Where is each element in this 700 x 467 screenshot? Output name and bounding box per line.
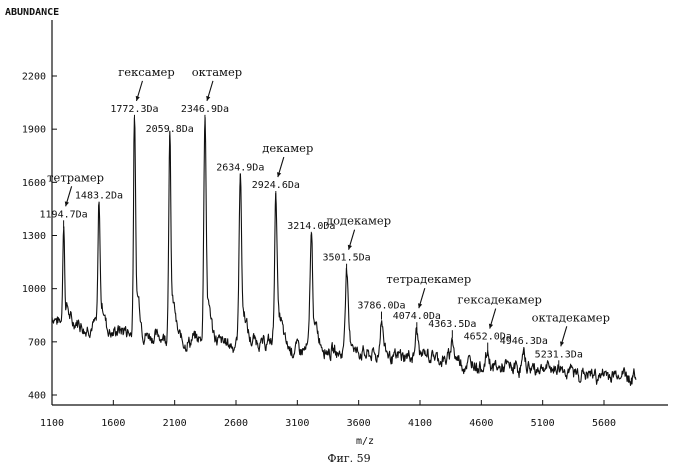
x-tick-label: 1600 bbox=[101, 418, 125, 429]
peak-label: 4946.3Da bbox=[500, 336, 548, 347]
x-tick-label: 2600 bbox=[224, 418, 248, 429]
x-tick-label: 3100 bbox=[285, 418, 309, 429]
peak-label: 3786.0Da bbox=[357, 301, 405, 312]
x-tick-label: 2100 bbox=[163, 418, 187, 429]
peak-label: 1194.7Da bbox=[40, 209, 88, 220]
peak-label: 1772.3Da bbox=[110, 104, 158, 115]
x-tick-label: 3600 bbox=[347, 418, 371, 429]
peak-label: 2634.9Da bbox=[216, 162, 264, 173]
peak-label: 5231.3Da bbox=[535, 349, 583, 360]
peak-label: 2059.8Da bbox=[146, 124, 194, 135]
x-tick-label: 5600 bbox=[592, 418, 616, 429]
oligomer-annotation: октадекамер bbox=[532, 310, 610, 324]
x-tick-label: 5100 bbox=[531, 418, 555, 429]
x-axis: 1100 1600 2100 2600 3100 3600 4100 4600 5100 5600 bbox=[40, 400, 668, 429]
y-tick-label: 400 bbox=[28, 391, 46, 402]
oligomer-annotation: додекамер bbox=[326, 214, 391, 228]
y-tick-label: 1000 bbox=[22, 284, 46, 295]
x-tick-label: 4100 bbox=[408, 418, 432, 429]
peak-label: 3501.5Da bbox=[322, 253, 370, 264]
peak-label: 2924.6Da bbox=[252, 180, 300, 191]
y-tick-label: 1900 bbox=[22, 125, 46, 136]
x-tick-label: 4600 bbox=[469, 418, 493, 429]
y-axis-title: ABUNDANCE bbox=[5, 7, 59, 18]
figure-caption: Фиг. 59 bbox=[327, 452, 370, 465]
peak-label: 1483.2Da bbox=[75, 191, 123, 202]
y-tick-label: 2200 bbox=[22, 72, 46, 83]
oligomer-annotation: октамер bbox=[192, 65, 242, 79]
oligomer-annotation: тетрадекамер bbox=[386, 272, 471, 286]
spectrum-trace bbox=[52, 118, 636, 386]
y-tick-label: 1600 bbox=[22, 178, 46, 189]
x-tick-label: 1100 bbox=[40, 418, 64, 429]
oligomer-annotation: гексадекамер bbox=[458, 293, 542, 307]
oligomer-annotation: гексамер bbox=[118, 65, 174, 79]
peak-label: 2346.9Da bbox=[181, 104, 229, 115]
oligomer-annotation: тетрамер bbox=[47, 170, 104, 184]
y-tick-label: 1300 bbox=[22, 231, 46, 242]
x-axis-title: m/z bbox=[356, 436, 374, 447]
y-tick-label: 700 bbox=[28, 337, 46, 348]
oligomer-annotation: декамер bbox=[262, 141, 313, 155]
peak-label: 4363.5Da bbox=[428, 319, 476, 330]
